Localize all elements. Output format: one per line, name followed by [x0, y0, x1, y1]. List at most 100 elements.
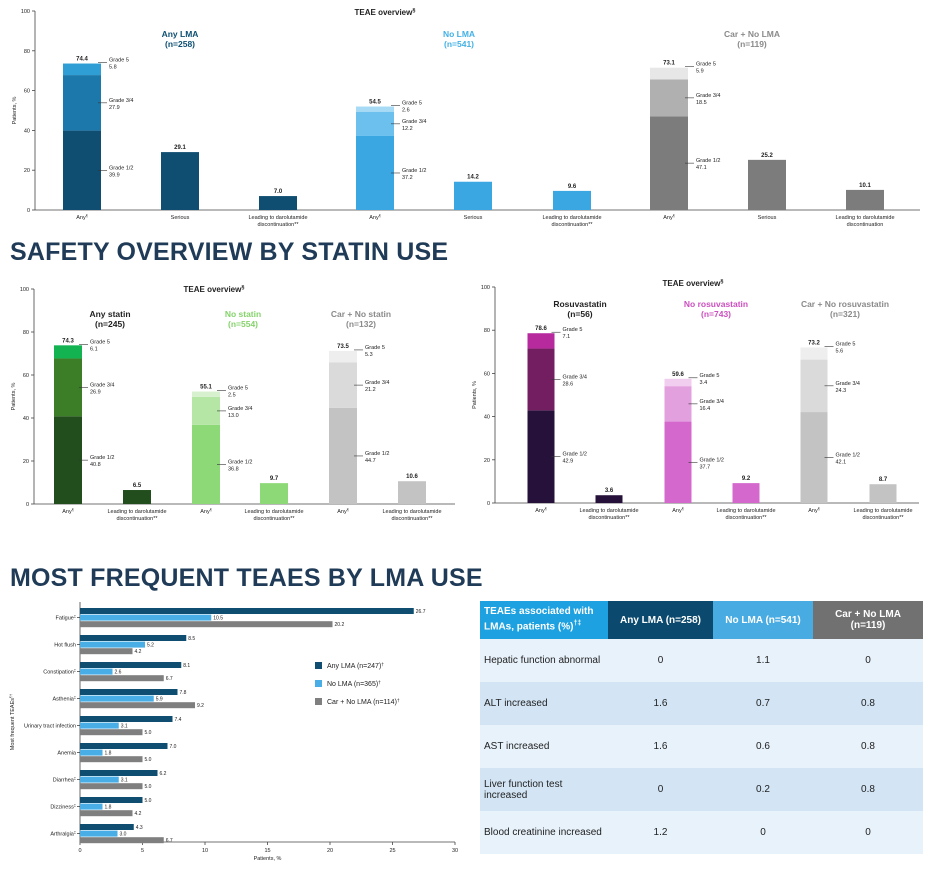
segment-value: 36.8	[228, 466, 239, 472]
y-tick-label: 60	[24, 89, 30, 95]
bar-segment	[63, 63, 101, 76]
bar-total-label: 73.5	[337, 344, 349, 350]
frequent-teaes-section-heading: MOST FREQUENT TEAES BY LMA USE	[10, 564, 483, 592]
segment-value: 28.6	[563, 381, 574, 387]
bar-segment	[800, 347, 828, 360]
bar-value-label: 8.1	[183, 663, 190, 669]
segment-label: Grade 5	[90, 339, 110, 345]
bar	[260, 483, 288, 504]
table-cell-label: Liver function test increased	[480, 768, 608, 811]
segment-value: 5.9	[696, 69, 704, 75]
x-tick-label: Leading to darolutamide	[716, 508, 775, 514]
legend-swatch	[315, 698, 322, 705]
bar-segment	[650, 67, 688, 80]
legend-label: No LMA (n=365)†	[327, 680, 381, 689]
segment-value: 12.2	[402, 126, 413, 132]
y-tick-label: 80	[23, 330, 29, 336]
bar	[80, 729, 143, 736]
bar-value-label: 8.5	[188, 636, 195, 642]
bar	[259, 196, 297, 210]
bar-segment	[800, 412, 828, 503]
segment-value: 7.1	[563, 334, 571, 340]
bar	[80, 621, 333, 628]
bar	[80, 641, 145, 648]
category-label: Asthenia‡	[52, 696, 76, 703]
table-header-row: TEAEs associated with LMAs, patients (%)…	[480, 601, 923, 639]
bar	[80, 756, 143, 763]
bar-value-label: 5.0	[145, 784, 152, 790]
bar-value-label: 9.7	[270, 476, 279, 482]
table-cell: 0.8	[813, 768, 923, 811]
segment-value: 16.4	[700, 406, 711, 412]
bar-segment	[527, 333, 555, 349]
bar	[80, 830, 118, 837]
segment-label: Grade 5	[563, 327, 583, 333]
legend-swatch	[315, 680, 322, 687]
bar	[80, 803, 103, 810]
bar-value-label: 9.6	[568, 184, 577, 190]
bar	[846, 189, 884, 210]
y-tick-label: 60	[23, 373, 29, 379]
table-cell: 0	[813, 639, 923, 682]
segment-value: 5.6	[836, 348, 844, 354]
bar-value-label: 3.1	[121, 778, 128, 784]
x-tick-label: discontinuation**	[552, 222, 594, 228]
segment-value: 37.7	[700, 464, 711, 470]
segment-label: Grade 5	[228, 386, 248, 392]
table-cell: 1.2	[608, 811, 713, 854]
category-label: Dizziness‡	[50, 804, 76, 811]
chart-title: TEAE overview§	[663, 279, 724, 288]
segment-value: 42.9	[563, 459, 574, 465]
segment-label: Grade 1/2	[365, 451, 389, 457]
y-tick-label: 0	[487, 501, 490, 507]
bar-value-label: 6.7	[166, 676, 173, 682]
x-tick-label: 25	[389, 848, 395, 854]
group-n: (n=743)	[701, 309, 731, 319]
bar-value-label: 10.5	[213, 616, 223, 622]
group-n: (n=321)	[830, 309, 860, 319]
teae-overview-statin-chart: 0 20 40 60 80 100 Patients, % TEAE overview§ Any…	[11, 285, 455, 522]
bar-value-label: 10.6	[406, 474, 418, 480]
y-tick-label: 80	[24, 49, 30, 55]
x-tick-label: discontinuation**	[392, 516, 434, 522]
x-tick-label: Leading to darolutamide	[542, 215, 601, 221]
segment-label: Grade 1/2	[109, 165, 133, 171]
bar-segment	[63, 75, 101, 131]
table-cell: 0.8	[813, 682, 923, 725]
bar-value-label: 20.2	[335, 622, 345, 628]
x-tick-label: Any¶	[76, 214, 88, 221]
table-header-teae: TEAEs associated with LMAs, patients (%)…	[480, 601, 608, 639]
category-label: Constipation‡	[43, 669, 76, 676]
bar-value-label: 25.2	[761, 153, 773, 159]
category-label: Hot flush	[54, 643, 76, 649]
y-tick-label: 80	[484, 328, 490, 334]
bar	[80, 648, 133, 655]
segment-value: 42.1	[836, 460, 847, 466]
table-cell-label: Hepatic function abnormal	[480, 639, 608, 682]
bar-segment	[54, 416, 82, 504]
group-name: Car + No LMA	[724, 29, 780, 39]
bar	[454, 181, 492, 210]
x-tick-label: Any¶	[535, 507, 547, 514]
bar-value-label: 29.1	[174, 145, 186, 151]
bar-value-label: 5.9	[156, 697, 163, 703]
y-tick-label: 100	[481, 285, 490, 291]
bar-segment	[356, 111, 394, 136]
bar	[80, 695, 154, 702]
segment-value: 27.9	[109, 105, 120, 111]
y-axis-label: Patients, %	[472, 381, 478, 409]
table-cell: 1.6	[608, 725, 713, 768]
bar-value-label: 5.0	[145, 730, 152, 736]
segment-value: 40.8	[90, 462, 101, 468]
bar	[869, 484, 897, 503]
segment-value: 2.5	[228, 393, 236, 399]
segment-value: 47.1	[696, 165, 707, 171]
x-tick-label: Leading to darolutamide	[107, 509, 166, 515]
y-axis-label: Patients, %	[11, 382, 17, 410]
x-tick-label: Any¶	[337, 508, 349, 515]
bar-value-label: 5.2	[147, 643, 154, 649]
segment-value: 5.8	[109, 65, 117, 71]
legend-label: Car + No LMA (n=114)†	[327, 698, 400, 707]
table-cell: 0.2	[713, 768, 813, 811]
bar	[123, 490, 151, 504]
